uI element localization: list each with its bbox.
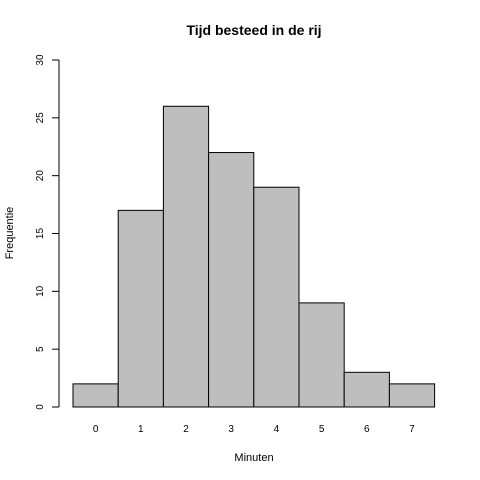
bar-5 [298, 302, 345, 408]
y-tick-label: 20 [35, 170, 46, 182]
x-tick-label-5: 5 [319, 424, 325, 435]
y-tick-label: 25 [35, 112, 46, 124]
y-tick-label: 0 [35, 404, 46, 410]
bar-6 [343, 371, 390, 408]
x-tick-label-4: 4 [274, 424, 280, 435]
x-tick-label-3: 3 [228, 424, 234, 435]
x-axis-ticks: 0 1 2 3 4 5 6 7 [93, 424, 415, 435]
y-axis: 0 5 10 15 20 25 30 [35, 54, 60, 410]
y-tick-label: 10 [35, 285, 46, 297]
x-tick-label-0: 0 [93, 424, 99, 435]
plot-area [72, 105, 436, 408]
bar-3 [208, 152, 255, 408]
bar-2 [162, 105, 210, 408]
y-tick-label: 30 [35, 54, 46, 66]
x-tick-label-7: 7 [409, 424, 415, 435]
bar-4 [253, 186, 300, 408]
x-axis-label: Minuten [234, 452, 273, 464]
bar-7 [388, 383, 436, 408]
x-tick-label-2: 2 [183, 424, 189, 435]
y-tick-label: 5 [35, 346, 46, 352]
bar-1 [117, 209, 164, 408]
bar-0 [72, 383, 119, 408]
x-tick-label-1: 1 [138, 424, 144, 435]
x-tick-label-6: 6 [364, 424, 370, 435]
y-tick-label: 15 [35, 228, 46, 240]
chart-title: Tijd besteed in de rij [186, 22, 321, 38]
y-axis-label: Frequentie [4, 207, 16, 260]
